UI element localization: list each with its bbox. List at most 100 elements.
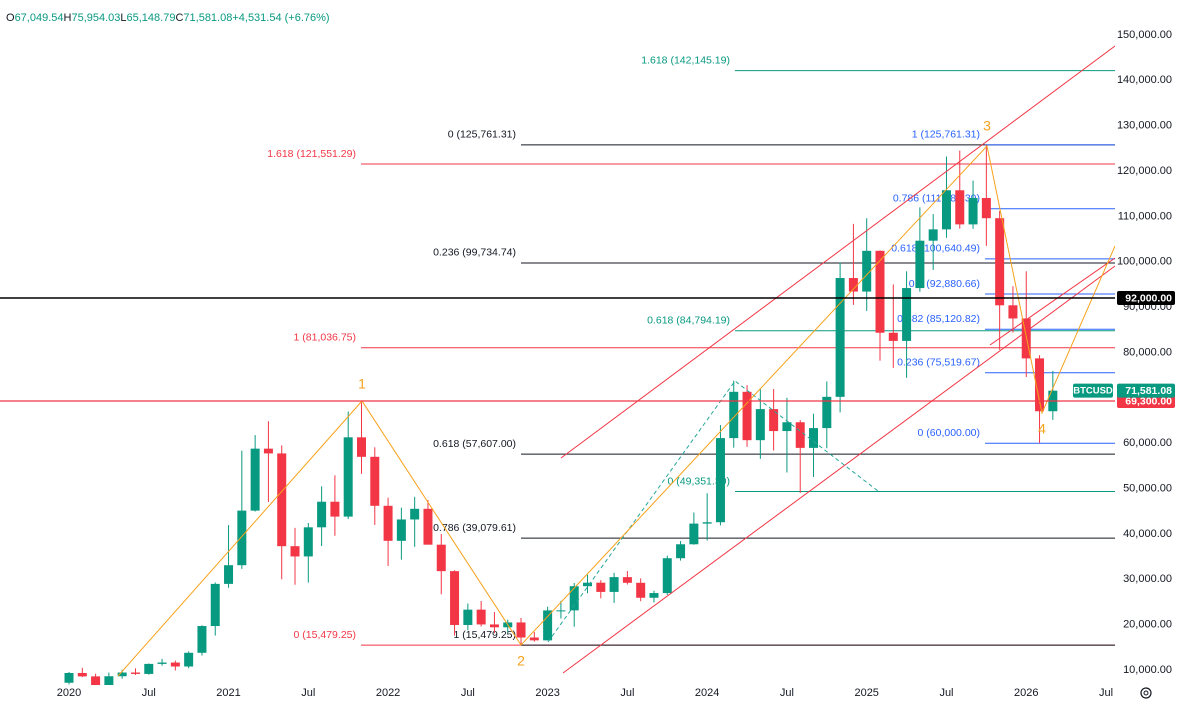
x-tick-label: Jul [780,687,794,699]
candle-body [955,190,965,225]
candle-body [476,609,486,625]
x-tick-label: 2022 [376,687,400,699]
candle-body [968,198,978,225]
fib-label: 0.618 (84,794.19) [647,315,730,327]
y-tick-label: 40,000.00 [1123,528,1172,540]
wave-label: 2 [517,653,525,669]
fib-label: 0 (60,000.00) [918,427,980,439]
fib-label: 0.236 (99,734.74) [433,247,516,259]
candle-body [277,453,287,547]
candle-body [77,672,87,677]
symbol-tag [1073,383,1113,398]
fib-label: 0.5 (92,880.66) [909,278,980,290]
y-tick-label: 50,000.00 [1123,482,1172,494]
fib-label: 0.618 (100,640.49) [891,243,980,255]
candle-body [689,523,699,545]
candle-body [237,510,247,566]
candle-body [489,624,499,628]
candle-body [543,610,553,641]
header-key: C [175,12,183,24]
candle-body [809,428,819,448]
header-value: 75,954.03 [71,12,120,24]
candle-body [263,448,273,454]
wave-labels: 1 2 3 4 [358,118,1046,669]
header-value: 71,581.08 [183,12,232,24]
candle-body [370,456,380,506]
candle-body [636,582,646,598]
candle-body [742,391,752,441]
channel-line [562,265,1115,674]
header-key: L [120,12,126,24]
candle-body [516,622,526,638]
price-tag [1117,291,1175,306]
candle-body [769,409,779,432]
y-tick-label: 30,000.00 [1123,573,1172,585]
candle-body [835,278,845,397]
y-tick-label: 150,000.00 [1117,29,1172,41]
candle-body [782,422,792,432]
candle-body [715,438,725,523]
candle-body [224,565,234,584]
candle-body [436,544,446,572]
axis-background [1116,0,1178,713]
candle-body [356,437,366,457]
fib-label: 1 (125,761.31) [912,129,980,141]
settings-core[interactable] [1143,690,1149,696]
settings-icon[interactable] [1140,687,1152,699]
header-value: 65,148.79 [127,12,176,24]
candle-body [250,448,260,511]
fib-label: 1.618 (142,145.19) [641,54,730,66]
header-value: +4,531.54 (+6.76%) [232,12,329,24]
fib-label: 0.786 (111,688.39) [893,193,980,205]
candle-body [1008,305,1018,319]
drawings [117,45,1115,677]
candle-body [330,501,340,517]
candle-body [529,637,539,641]
fib-levels: 0 (125,761.31) 1.618 (121,551.29) 0.236 (9… [267,54,1115,646]
candle-body [596,582,606,592]
candle-body [170,662,180,667]
candle-body [702,522,712,524]
fib-label: 1.618 (121,551.29) [267,148,356,160]
candle-body [928,229,938,241]
price-axis: 10,000.00 20,000.00 30,000.00 40,000.00 50,0… [1073,0,1178,713]
candle-body [104,676,114,685]
wave-label: 4 [1038,421,1046,437]
fib-label: 0 (15,479.25) [294,629,356,641]
candle-body [609,577,619,592]
candle-body [902,288,912,341]
channel-line [989,257,1115,346]
candle-body [343,437,353,517]
candle-body [383,505,393,541]
y-tick-label: 60,000.00 [1123,437,1172,449]
time-axis: 2020 Jul 2021 Jul 2022 Jul 2023 Jul 2024 Jul 2025 J… [57,687,1113,699]
candle-body [915,240,925,289]
x-tick-label: 2021 [216,687,240,699]
wave-line [117,144,1115,677]
fib-label: 0.382 (85,120.82) [897,313,980,325]
x-tick-label: Jul [620,687,634,699]
settings-ring[interactable] [1140,687,1152,699]
last-price-label: 71,581.08 [1125,385,1172,397]
candle-body [210,583,220,627]
projection-line [547,380,879,643]
candle-body [1035,358,1045,412]
y-tick-label: 120,000.00 [1117,165,1172,177]
x-tick-label: 2024 [695,687,719,699]
candle-body [622,577,632,583]
candle-body [649,593,659,598]
candle-body [396,519,406,541]
candle-body [290,546,300,557]
candle-body [197,626,207,653]
candle-body [795,422,805,448]
candle-body [583,582,593,587]
header-key: H [64,12,72,24]
header-key: O [6,12,15,24]
candle-body [130,672,140,674]
candle-body [848,278,858,292]
header-value: 67,049.54 [15,12,64,24]
candle-body [676,544,686,559]
candle-body [303,527,313,557]
